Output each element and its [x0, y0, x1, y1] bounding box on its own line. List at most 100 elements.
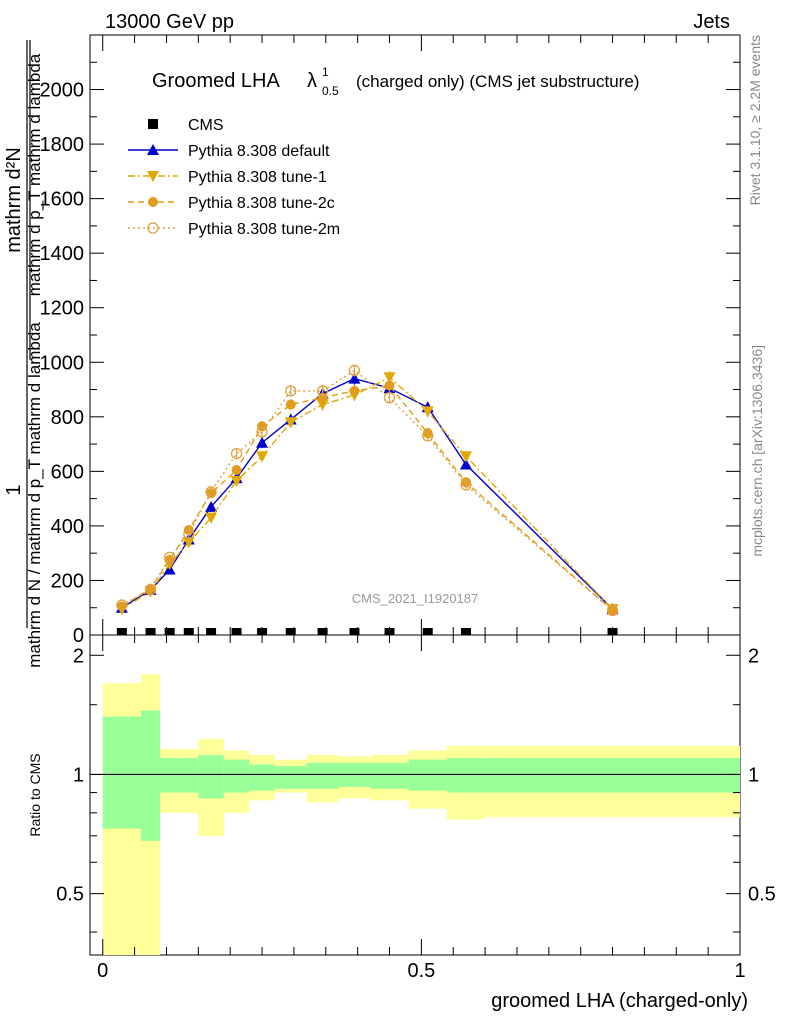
marker-circle-open	[147, 222, 159, 234]
y-tick-label: 1000	[40, 352, 85, 374]
legend-label: Pythia 8.308 tune-2c	[188, 195, 335, 212]
marker-circle-open	[285, 385, 297, 397]
marker-triangle-down	[383, 372, 396, 384]
marker-circle-open	[256, 426, 268, 438]
marker-circle-open	[383, 392, 396, 404]
marker-circle-open	[144, 584, 157, 596]
ratio-band-inner	[249, 764, 275, 791]
ratio-band-inner	[408, 759, 447, 791]
marker-circle-open	[164, 551, 176, 563]
y-tick-label: 1600	[40, 189, 85, 211]
marker-circle	[349, 385, 360, 396]
legend: CMS Pythia 8.308 default Pythia 8.308 tune…	[128, 117, 340, 238]
marker-triangle-up	[459, 458, 472, 470]
ratio-y-tick-label: 0.5	[56, 884, 84, 906]
y-tick-label: 2000	[40, 80, 85, 102]
ratio-band-inner	[485, 758, 740, 793]
marker-triangle-down	[182, 537, 195, 549]
marker-triangle-down	[316, 399, 329, 411]
legend-item-pythia-8-308-tune-2c: Pythia 8.308 tune-2c	[128, 195, 335, 212]
plot-title: Groomed LHA λ 1 0.5 (charged only) (CMS …	[152, 65, 639, 98]
marker-square	[607, 628, 618, 638]
legend-item-pythia-8-308-default: Pythia 8.308 default	[128, 143, 330, 160]
marker-square	[349, 628, 360, 638]
marker-circle	[231, 465, 242, 475]
legend-label: Pythia 8.308 default	[188, 143, 330, 160]
marker-square	[183, 628, 194, 638]
legend-item-cms: CMS	[148, 117, 224, 134]
ratio-band-inner	[370, 762, 409, 789]
x-tick-label: 0	[97, 960, 108, 982]
legend-item-pythia-8-308-tune-1: Pythia 8.308 tune-1	[128, 169, 327, 186]
header-right: Jets	[693, 11, 730, 33]
marker-square	[231, 628, 242, 638]
ratio-band-inner	[306, 762, 339, 789]
y-label-denom: mathrm d N / mathrm d p_T mathrm d lambd…	[25, 322, 44, 668]
marker-square	[164, 628, 175, 638]
marker-circle-open	[316, 385, 329, 397]
marker-circle-open	[422, 430, 434, 442]
ratio-band-inner	[446, 758, 486, 793]
title-sup: 1	[322, 65, 329, 79]
marker-triangle-down	[284, 417, 297, 429]
y-tick-label: 0	[73, 625, 84, 647]
main-panel: 0 200 400 600 800 1000 1200 1400 1600 1800 2000	[40, 34, 741, 647]
legend-label: Pythia 8.308 tune-1	[188, 169, 327, 186]
marker-square	[148, 119, 158, 129]
marker-triangle-down	[421, 406, 434, 418]
main-ticks: 0 200 400 600 800 1000 1200 1400 1600 1800 2000	[40, 35, 741, 647]
marker-square	[285, 628, 296, 638]
marker-triangle-down	[256, 451, 269, 463]
title-main: Groomed LHA	[152, 70, 280, 92]
mcplots-label: mcplots.cern.ch [arXiv:1306.3436]	[749, 345, 765, 557]
y-tick-label: 600	[51, 461, 84, 483]
marker-triangle-down	[147, 171, 159, 182]
title-sub: 0.5	[322, 84, 339, 98]
ratio-band-inner	[198, 754, 224, 799]
title-lambda: λ	[307, 70, 317, 92]
marker-triangle-down	[230, 475, 243, 487]
legend-label: Pythia 8.308 tune-2m	[188, 221, 340, 238]
marker-triangle-down	[205, 512, 218, 524]
y-label-denom2: mathrm d p_T mathrm d lambda	[25, 53, 44, 296]
marker-circle	[384, 380, 395, 391]
y-axis-label: 1 mathrm d N / mathrm d p_T mathrm d lam…	[3, 40, 44, 668]
marker-square	[384, 628, 395, 638]
marker-circle-open	[348, 364, 361, 377]
marker-circle-open	[116, 599, 128, 611]
ratio-bands	[90, 674, 740, 955]
ratio-band-inner	[160, 758, 180, 793]
marker-square	[460, 628, 471, 638]
legend-item-pythia-8-308-tune-2m: Pythia 8.308 tune-2m	[128, 221, 340, 238]
ratio-panel: 0.5 0.5 1 1 2 2 0 0.5 1	[56, 634, 776, 982]
ratio-y-tick-label-right: 0.5	[748, 884, 776, 906]
series-cms	[116, 628, 618, 638]
marker-circle-open	[205, 486, 217, 498]
marker-triangle-up	[147, 144, 159, 155]
analysis-watermark: CMS_2021_I1920187	[352, 591, 479, 606]
main-frame	[89, 34, 741, 636]
y-tick-label: 200	[51, 570, 84, 592]
ratio-band-inner	[179, 758, 199, 793]
y-tick-label: 1400	[40, 243, 85, 265]
ratio-band-inner	[223, 759, 250, 793]
x-tick-label: 0.5	[407, 960, 435, 982]
title-rest: (charged only) (CMS jet substructure)	[356, 72, 639, 91]
marker-square	[317, 628, 328, 638]
ratio-y-tick-label: 2	[73, 645, 84, 667]
marker-circle	[148, 197, 158, 207]
marker-square	[116, 628, 127, 638]
series-line	[121, 377, 614, 610]
marker-triangle-up	[348, 372, 361, 384]
y-tick-label: 400	[51, 516, 84, 538]
marker-triangle-up	[205, 500, 218, 512]
marker-circle-open	[460, 479, 472, 491]
series-line	[121, 384, 614, 611]
ratio-band-inner	[140, 710, 161, 841]
legend-label: CMS	[188, 117, 224, 134]
ratio-y-label: Ratio to CMS	[27, 753, 43, 836]
y-label-numer: 1	[3, 484, 25, 495]
marker-circle	[285, 399, 296, 410]
main-series	[115, 364, 619, 638]
marker-circle-open	[183, 528, 195, 540]
